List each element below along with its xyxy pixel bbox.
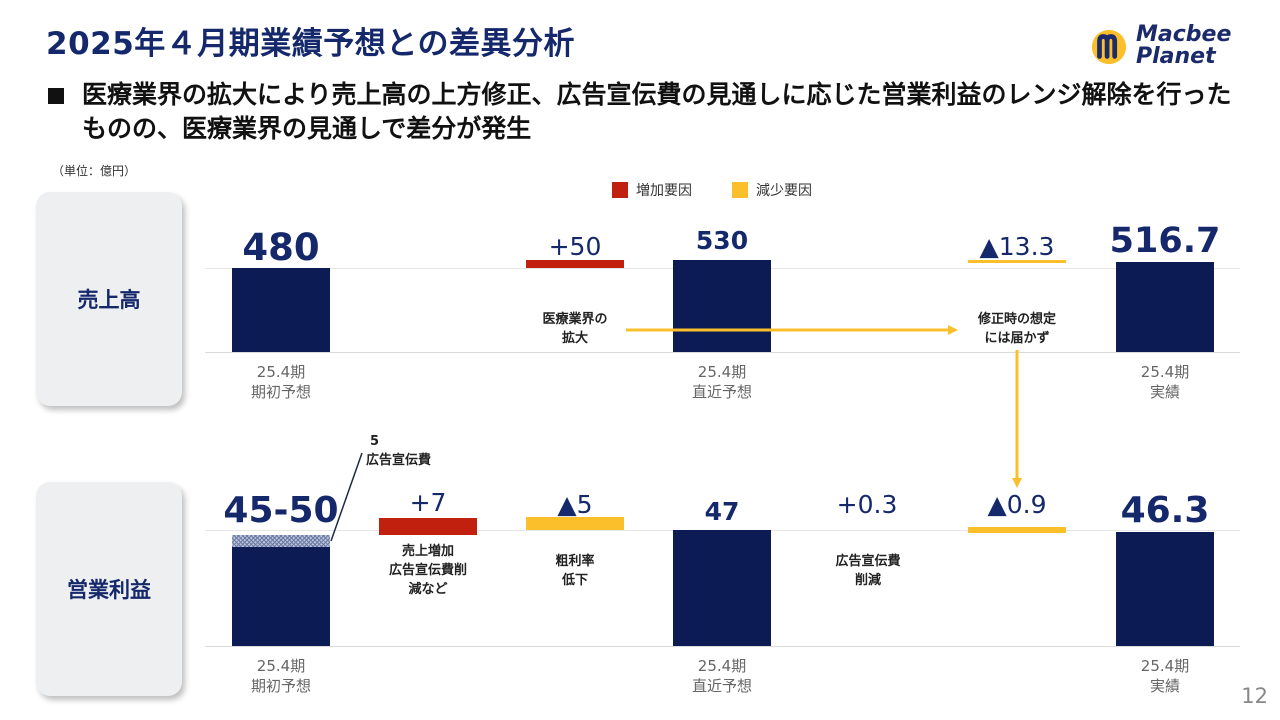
sales-baseline <box>205 352 1240 353</box>
legend-increase: 増加要因 <box>612 180 692 200</box>
operating-profit-row-title: 営業利益 <box>67 578 151 602</box>
bullet-square-icon <box>48 88 64 104</box>
op-callout-text: 広告宣伝費 <box>366 453 432 468</box>
legend-decrease-label: 減少要因 <box>756 183 812 199</box>
company-logo: Macbee Planet <box>1090 22 1260 72</box>
op-bar-medical-decrease <box>968 527 1066 533</box>
sales-row-title: 売上高 <box>77 288 141 312</box>
sales-bar-medical-increase <box>526 260 624 268</box>
sales-note-medical: 医療業界の 拡大 <box>542 312 608 346</box>
op-xlabel-latest: 25.4期 直近予想 <box>691 657 752 695</box>
logo-mark-icon <box>1091 29 1127 65</box>
sales-value-latest: 530 <box>695 226 749 255</box>
op-value-initial: 45-50 <box>223 490 339 531</box>
sales-bar-shortfall <box>968 260 1066 263</box>
op-value-actual: 46.3 <box>1120 490 1210 531</box>
op-baseline <box>205 646 1240 647</box>
op-note-ad-reduction: 広告宣伝費 削減 <box>835 554 901 588</box>
legend-decrease: 減少要因 <box>732 180 812 200</box>
sales-value-actual: 516.7 <box>1109 221 1221 261</box>
sales-xlabel-initial: 25.4期 期初予想 <box>250 363 311 401</box>
legend-increase-swatch <box>612 182 628 198</box>
op-bar-actual <box>1116 532 1214 646</box>
operating-profit-row-card: 営業利益 <box>36 482 182 696</box>
op-bar-sales-increase <box>379 518 477 535</box>
op-bar-margin-decrease <box>526 517 624 530</box>
sales-bar-latest <box>673 260 771 352</box>
legend-decrease-swatch <box>732 182 748 198</box>
op-bar-initial-range <box>232 535 330 547</box>
page-subtitle: 医療業界の拡大により売上高の上方修正、広告宣伝費の見通しに応じた営業利益のレンジ… <box>82 80 1232 143</box>
callout-leader-line <box>330 452 363 542</box>
op-callout-value: 5 <box>370 434 380 449</box>
op-bar-latest <box>673 530 771 646</box>
sales-value-increase: +50 <box>548 232 602 261</box>
op-value-ad-reduction: +0.3 <box>836 490 898 519</box>
page-title: 2025年４月期業績予想との差異分析 <box>46 26 575 62</box>
sales-xlabel-actual: 25.4期 実績 <box>1140 363 1190 401</box>
legend-increase-label: 増加要因 <box>636 183 692 199</box>
op-xlabel-actual: 25.4期 実績 <box>1140 657 1190 695</box>
logo-text-line1: Macbee <box>1136 22 1232 47</box>
op-value-margin-decrease: ▲5 <box>557 490 593 519</box>
sales-value-shortfall: ▲13.3 <box>979 232 1055 261</box>
sales-xlabel-latest: 25.4期 直近予想 <box>691 363 752 401</box>
sales-note-shortfall: 修正時の想定 には届かず <box>977 312 1056 346</box>
op-value-medical-decrease: ▲0.9 <box>987 490 1047 519</box>
sales-row-card: 売上高 <box>36 192 182 406</box>
unit-label: （単位：億円） <box>52 164 137 178</box>
sales-value-initial: 480 <box>242 226 320 269</box>
logo-text-line2: Planet <box>1136 44 1216 69</box>
sales-bar-initial <box>232 268 330 352</box>
op-xlabel-initial: 25.4期 期初予想 <box>250 657 311 695</box>
sales-bar-actual <box>1116 262 1214 352</box>
page-number: 12 <box>1241 684 1268 708</box>
op-value-increase: +7 <box>409 488 447 517</box>
op-bar-initial <box>232 547 330 646</box>
op-note-margin-decrease: 粗利率 低下 <box>555 554 595 588</box>
op-value-latest: 47 <box>704 497 740 526</box>
op-note-sales-increase: 売上増加 広告宣伝費削 減など <box>388 544 467 597</box>
